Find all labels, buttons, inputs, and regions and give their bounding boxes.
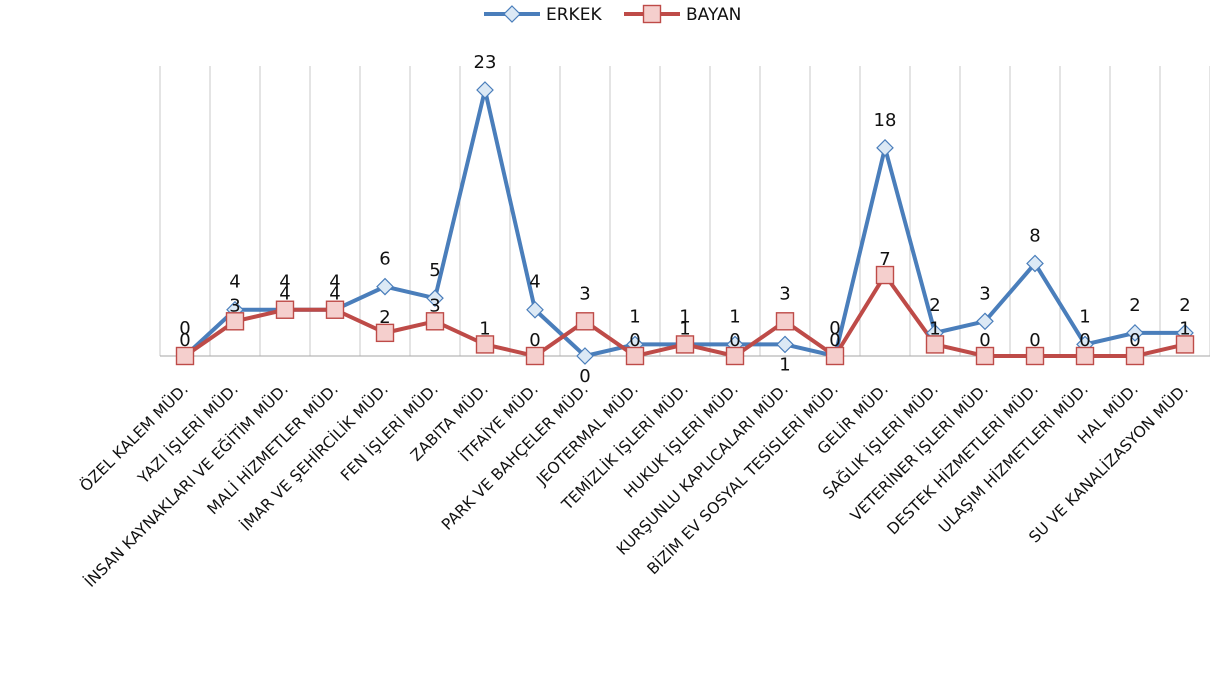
marker-bayan xyxy=(875,265,895,285)
data-label-bayan: 1 xyxy=(1179,318,1190,339)
data-label-bayan: 4 xyxy=(279,284,290,305)
data-label-bayan: 2 xyxy=(379,307,390,328)
data-label-erkek: 8 xyxy=(1029,225,1040,246)
data-label-bayan: 3 xyxy=(429,295,440,316)
marker-erkek xyxy=(526,300,544,319)
data-label-bayan: 0 xyxy=(729,330,740,351)
data-label-bayan: 0 xyxy=(1029,330,1040,351)
data-label-erkek: 3 xyxy=(979,283,990,304)
data-label-bayan: 0 xyxy=(529,330,540,351)
category-label: İNSAN KAYNAKLARI VE EĞİTİM MÜD. xyxy=(80,379,291,590)
data-label-erkek: 4 xyxy=(529,272,540,293)
marker-bayan xyxy=(525,346,545,366)
data-label-bayan: 0 xyxy=(1129,330,1140,351)
marker-bayan xyxy=(425,312,445,331)
data-label-erkek: 6 xyxy=(379,249,390,270)
data-label-erkek: 5 xyxy=(429,260,440,281)
marker-bayan xyxy=(925,335,945,354)
data-label-erkek: 0 xyxy=(829,318,840,339)
marker-erkek xyxy=(426,289,444,308)
marker-bayan xyxy=(725,346,745,366)
data-label-bayan: 4 xyxy=(329,284,340,305)
marker-erkek xyxy=(376,277,394,296)
marker-bayan xyxy=(575,312,595,331)
legend-marker-erkek xyxy=(503,5,521,23)
data-label-erkek: 0 xyxy=(579,366,590,387)
marker-erkek xyxy=(1026,254,1044,273)
marker-erkek xyxy=(976,312,994,331)
legend: ERKEK BAYAN xyxy=(484,4,741,25)
data-label-erkek: 4 xyxy=(329,272,340,293)
marker-bayan xyxy=(1025,346,1045,366)
data-label-bayan: 0 xyxy=(829,330,840,351)
data-label-bayan: 3 xyxy=(229,295,240,316)
marker-bayan xyxy=(375,323,395,343)
data-label-bayan: 0 xyxy=(629,330,640,351)
data-label-bayan: 0 xyxy=(1079,330,1090,351)
marker-bayan xyxy=(1075,346,1095,366)
marker-bayan xyxy=(475,335,495,354)
data-label-erkek: 2 xyxy=(1179,295,1190,316)
data-label-bayan: 0 xyxy=(179,330,190,351)
marker-bayan xyxy=(325,300,345,319)
legend-marker-bayan xyxy=(642,4,662,24)
legend-label-bayan: BAYAN xyxy=(686,5,741,25)
marker-erkek xyxy=(776,335,794,354)
marker-bayan xyxy=(1125,346,1145,366)
category-labels: ÖZEL KALEM MÜD.YAZI İŞLERİ MÜD.İNSAN KAY… xyxy=(76,379,1192,590)
marker-erkek xyxy=(1126,324,1144,342)
data-label-erkek: 1 xyxy=(629,306,640,327)
gridlines xyxy=(159,66,1210,357)
marker-bayan xyxy=(275,300,295,319)
marker-bayan xyxy=(775,312,795,331)
marker-bayan xyxy=(975,346,995,366)
data-label-erkek: 23 xyxy=(474,52,497,73)
data-label-erkek: 1 xyxy=(729,306,740,327)
data-label-erkek: 2 xyxy=(929,295,940,316)
data-label-erkek: 18 xyxy=(874,110,897,131)
data-label-bayan: 3 xyxy=(779,283,790,304)
data-label-erkek: 4 xyxy=(279,272,290,293)
data-label-erkek: 0 xyxy=(179,318,190,339)
data-label-bayan: 7 xyxy=(879,249,890,270)
data-label-bayan: 1 xyxy=(679,318,690,339)
data-label-bayan: 0 xyxy=(979,330,990,351)
marker-erkek xyxy=(876,138,894,157)
marker-erkek xyxy=(576,347,594,365)
marker-bayan xyxy=(825,346,845,366)
marker-bayan xyxy=(625,346,645,366)
data-label-bayan: 3 xyxy=(579,283,590,304)
data-label-erkek: 2 xyxy=(1129,295,1140,316)
data-label-erkek: 1 xyxy=(1079,306,1090,327)
marker-bayan xyxy=(175,346,195,366)
marker-erkek xyxy=(476,81,494,99)
marker-bayan xyxy=(225,312,245,331)
data-label-bayan: 1 xyxy=(479,318,490,339)
marker-bayan xyxy=(1175,335,1195,354)
series-markers xyxy=(175,81,1195,366)
marker-bayan xyxy=(675,335,695,354)
data-label-bayan: 1 xyxy=(929,318,940,339)
data-label-erkek: 1 xyxy=(779,354,790,375)
data-label-erkek: 4 xyxy=(229,272,240,293)
legend-label-erkek: ERKEK xyxy=(546,5,602,25)
data-label-erkek: 1 xyxy=(679,306,690,327)
